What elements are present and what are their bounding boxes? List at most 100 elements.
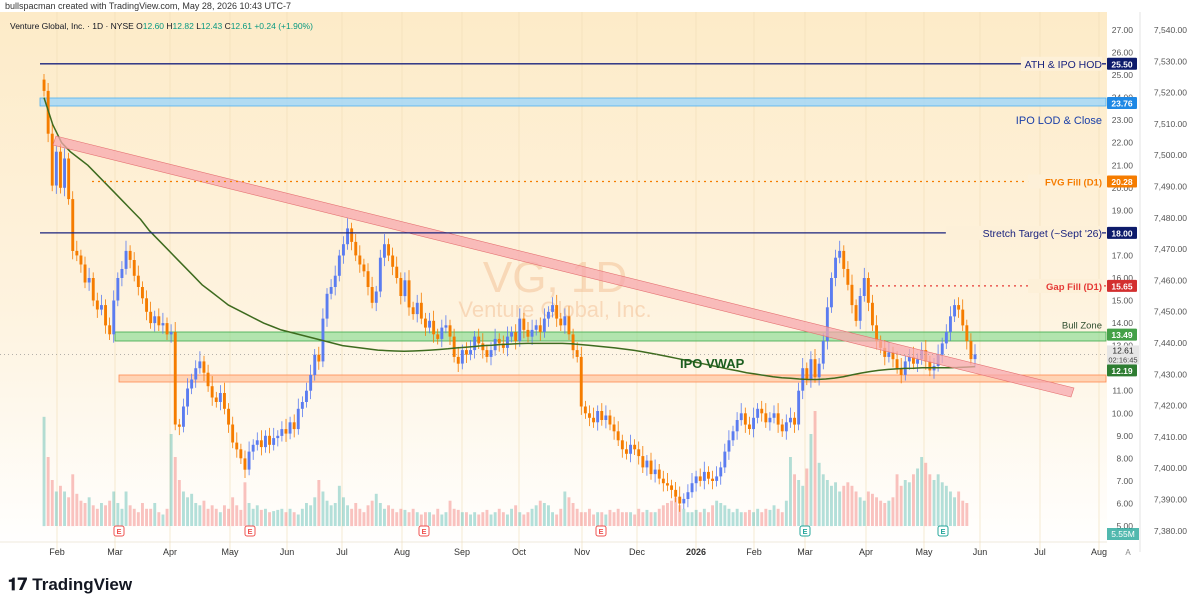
candle-body	[702, 471, 706, 481]
volume-tag	[1107, 528, 1139, 540]
candle-body	[854, 305, 858, 321]
left-axis-tick: 10.00	[1112, 408, 1134, 418]
x-axis-tick: Jul	[1034, 547, 1046, 557]
candle-body	[522, 318, 526, 330]
volume-bar	[358, 508, 362, 527]
left-axis-tick: 11.00	[1112, 386, 1133, 396]
volume-bar	[559, 508, 563, 527]
candle-body	[907, 356, 911, 362]
left-axis-tick: 19.00	[1112, 205, 1134, 215]
volume-bar	[522, 514, 526, 526]
candle-body	[481, 343, 485, 351]
candle-body	[387, 244, 390, 256]
candle-body	[944, 332, 948, 344]
volume-bar	[903, 480, 907, 526]
volume-bar	[194, 503, 198, 526]
candle-body	[866, 278, 870, 303]
level-price-tag	[1107, 97, 1137, 109]
candle-body	[645, 460, 649, 468]
candle-body	[309, 374, 313, 391]
level-label: Gap Fill (D1)	[1046, 282, 1102, 293]
candle-body	[247, 451, 251, 470]
volume-bar	[399, 508, 403, 527]
right-axis-tick: 7,440.00	[1154, 338, 1187, 348]
candle-body	[485, 350, 489, 357]
volume-bar	[473, 512, 477, 526]
candle-body	[141, 287, 144, 299]
candle-body	[436, 334, 440, 339]
volume-bar	[141, 503, 144, 526]
candle-body	[600, 411, 604, 420]
volume-bar	[436, 508, 440, 527]
earnings-icon-label: E	[421, 527, 426, 536]
candle-body	[235, 442, 239, 450]
candle-body	[223, 393, 226, 409]
candle-body	[448, 325, 452, 337]
candle-body	[842, 250, 846, 269]
candle-body	[120, 269, 124, 278]
downtrend-channel	[52, 135, 1075, 398]
volume-bar	[551, 512, 554, 526]
volume-bar	[198, 505, 202, 526]
volume-bar	[432, 514, 436, 526]
x-axis-tick: Oct	[512, 547, 527, 557]
volume-tag-text: 5.55M	[1111, 529, 1135, 539]
volume-bar	[629, 512, 632, 526]
candle-body	[136, 275, 140, 287]
volume-bar	[924, 462, 928, 527]
candle-body	[63, 158, 66, 188]
volume-bar	[526, 512, 530, 526]
candle-body	[514, 332, 518, 342]
level-price-tag-text: 15.65	[1111, 281, 1133, 291]
candle-body	[596, 411, 600, 423]
candle-body	[719, 467, 723, 477]
x-axis-tick: Feb	[746, 547, 762, 557]
candle-body	[177, 424, 181, 427]
candle-body	[75, 250, 79, 256]
volume-bar	[899, 485, 903, 527]
candle-body	[756, 408, 760, 418]
candle-body	[354, 241, 358, 256]
volume-bar	[342, 497, 345, 527]
volume-bar	[116, 503, 120, 526]
support-zone	[118, 374, 1107, 383]
candle-body	[259, 440, 263, 448]
volume-bar	[489, 514, 493, 526]
candle-body	[198, 361, 202, 369]
candle-body	[973, 354, 977, 360]
left-axis-tick: 5.00	[1116, 521, 1133, 531]
candle-body	[489, 350, 493, 357]
candle-body	[813, 359, 817, 378]
candle-body	[465, 350, 468, 355]
x-axis-tick: Jun	[973, 547, 988, 557]
candle-body	[383, 244, 386, 258]
right-axis-tick: 7,490.00	[1154, 182, 1187, 192]
volume-bar	[883, 503, 887, 526]
candle-body	[501, 343, 505, 348]
candle-body	[858, 296, 862, 321]
candle-body	[821, 341, 825, 364]
candle-body	[460, 350, 464, 364]
volume-bar	[501, 512, 505, 526]
candle-body	[657, 469, 661, 479]
volume-bar	[157, 512, 161, 526]
volume-bar	[932, 480, 936, 526]
earnings-icon	[937, 525, 949, 537]
volume-bar	[674, 497, 678, 527]
x-axis-tick: Feb	[49, 547, 65, 557]
ipo-vwap-label: IPO VWAP	[680, 356, 745, 371]
candle-body	[50, 133, 54, 186]
earnings-icon	[113, 525, 125, 537]
earnings-icon-label: E	[598, 527, 603, 536]
candle-body	[612, 424, 616, 432]
candle-body	[592, 417, 595, 423]
left-axis-tick: 16.00	[1112, 273, 1134, 283]
volume-bar	[920, 457, 924, 526]
candle-body	[419, 302, 423, 319]
volume-bar	[723, 505, 727, 526]
tradingview-logo[interactable]: 𝟏7 TradingView	[8, 575, 132, 595]
volume-bar	[538, 500, 542, 526]
candle-body	[276, 435, 280, 439]
volume-bar	[633, 514, 637, 526]
